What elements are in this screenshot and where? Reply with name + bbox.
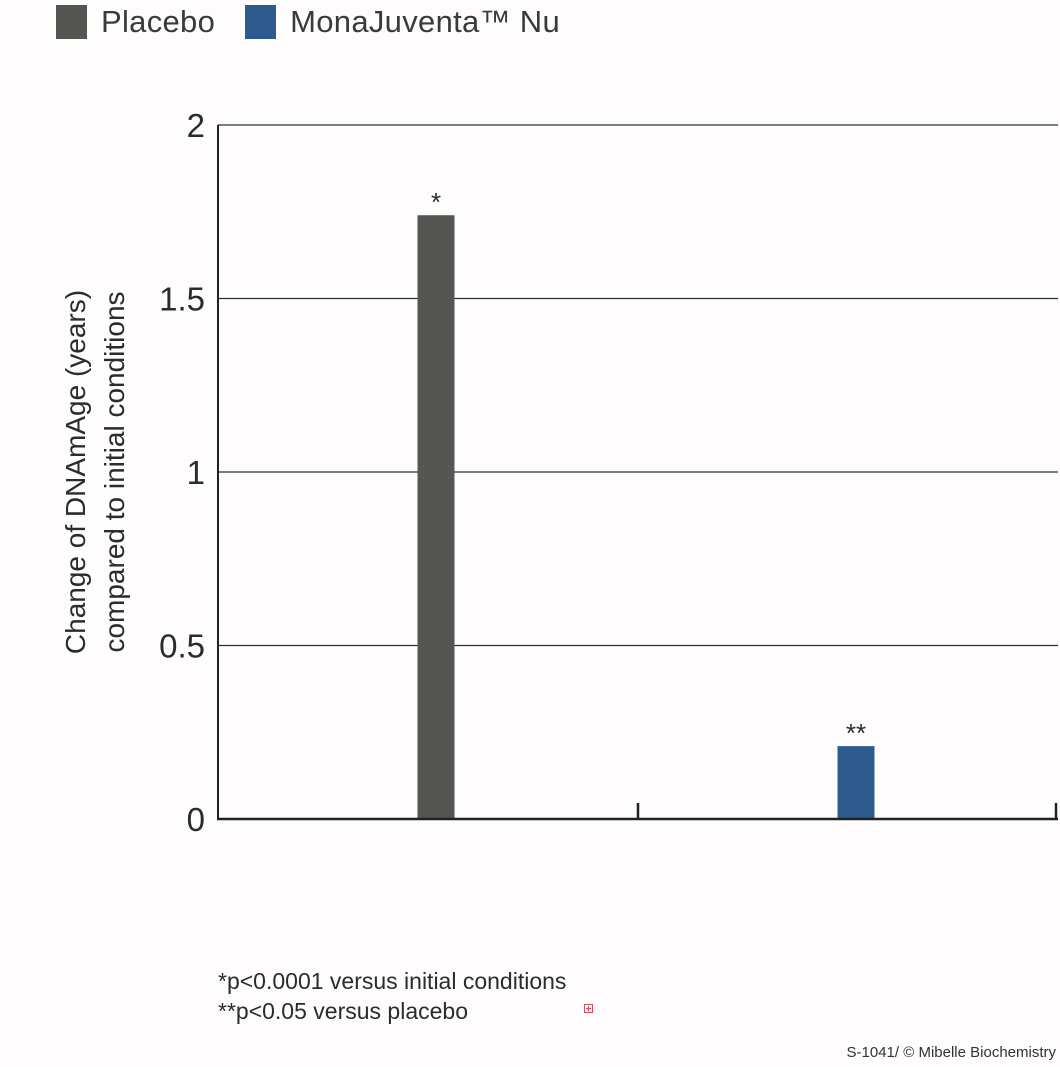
legend-label-monajuventa: MonaJuventa™ Nu [290,4,561,39]
footnote-1: *p<0.0001 versus initial conditions [218,968,567,994]
legend-label-placebo: Placebo [101,4,216,39]
y-tick-label: 1.5 [159,281,205,318]
bar-placebo [417,215,455,820]
y-axis-label-line: compared to initial conditions [99,291,130,652]
bar-monajuventa-nu [837,746,875,819]
legend-swatch-placebo [56,5,87,39]
bars [417,215,875,820]
y-tick-label: 0.5 [159,628,205,665]
legend-swatch-monajuventa [245,5,277,39]
y-axis-label: Change of DNAmAge (years) compared to ini… [60,290,130,654]
image-credit: S-1041/ © Mibelle Biochemistry [846,1044,1056,1061]
y-tick-label: 0 [187,801,205,838]
footnote-2: **p<0.05 versus placebo [218,998,468,1024]
y-tick-label: 1 [187,454,205,491]
gridlines [218,124,1058,647]
y-tick-label: 2 [187,107,205,144]
footnotes: *p<0.0001 versus initial conditions **p<… [218,966,566,1026]
bar-annotations: *** [431,187,866,748]
significance-label: ** [846,718,866,748]
significance-label: * [431,187,441,217]
chart-legend: Placebo MonaJuventa™ Nu [56,4,590,40]
y-axis-label-line: Change of DNAmAge (years) [60,290,91,654]
legend-item-placebo: Placebo [56,4,215,40]
expand-mark-icon [584,1004,593,1013]
legend-item-monajuventa: MonaJuventa™ Nu [245,4,560,40]
axes [217,125,1058,821]
y-tick-labels: 0 0.5 1 1.5 2 [159,107,205,838]
